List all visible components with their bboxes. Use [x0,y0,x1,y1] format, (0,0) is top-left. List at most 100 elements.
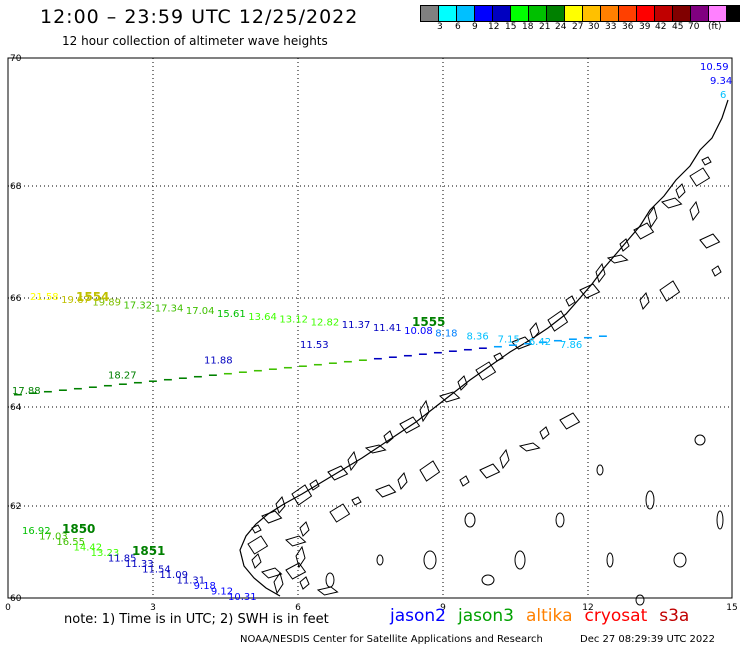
x-tick-label: 6 [295,603,301,613]
track-overlap-glyph: ▁ [163,370,172,381]
y-tick-label: 66 [10,294,22,304]
legend-label: 18 [522,22,534,32]
inland-lake [673,552,687,568]
wave-height-reading: 9.18 [194,581,216,592]
inland-lake [596,464,604,476]
track-overlap-glyph: ▁ [328,354,337,365]
track-overlap-glyph: ▁ [448,342,457,353]
track-overlap-glyph: ▁ [58,381,67,392]
legend-swatch [726,5,740,22]
legend-label: 6 [455,22,461,32]
legend-label: 12 [488,22,500,32]
coast-island [364,444,387,454]
coast-island [459,475,470,487]
track-overlap-glyph: ▁ [268,360,277,371]
coast-island [316,586,339,596]
track-overlap-glyph: ▁ [358,351,367,362]
inland-lake [635,594,645,606]
track-overlap-glyph: ▁ [238,363,247,374]
legend-label: 21 [539,22,551,32]
track-overlap-glyph: ▁ [583,328,592,339]
wave-height-reading: 11.88 [204,355,233,366]
footer-note: note: 1) Time is in UTC; 2) SWH is in fe… [64,612,329,627]
track-time-label: 1555 [412,315,445,329]
y-tick-label: 60 [10,594,22,604]
coast-island [511,336,533,350]
legend-label: 36 [622,22,634,32]
x-tick-label: 3 [150,603,156,613]
coast-island [661,197,683,209]
wave-height-reading: 12.82 [311,317,340,328]
coast-island [479,463,501,479]
track-overlap-glyph: ▁ [13,385,22,396]
wave-height-reading: 9.34 [710,76,732,87]
track-overlap-glyph: ▁ [553,331,562,342]
track-overlap-glyph: ▁ [313,355,322,366]
wave-height-reading: 11.85 [108,554,137,565]
wave-height-reading: 11.31 [177,576,206,587]
x-tick-label: 15 [726,603,737,613]
coast-island [711,265,722,277]
color-legend [420,5,740,22]
inland-lake [606,552,614,568]
coast-island [299,521,310,537]
coast-island [647,205,658,229]
wave-height-reading: 7.15 [498,334,520,345]
track-overlap-glyph: ▁ [598,327,607,338]
y-tick-label: 64 [10,403,22,413]
wave-height-reading: 15.61 [217,309,246,320]
track-time-label: 1851 [132,544,165,558]
wave-height-reading: 19.89 [92,298,121,309]
coast-island [565,295,576,307]
wave-height-reading: 17.34 [155,303,184,314]
coast-island [285,562,307,580]
x-tick-label: 0 [5,603,11,613]
legend-label: 70 [688,22,700,32]
wave-height-reading: 11.09 [159,570,188,581]
legend-label: 33 [605,22,617,32]
track-time-label: 1554 [76,290,109,304]
inland-lake [423,550,437,570]
wave-height-reading: 8.36 [466,332,488,343]
wave-height-reading: 17.04 [186,306,215,317]
coast-island [457,375,468,391]
inland-lake [325,572,335,588]
track-overlap-glyph: ▁ [118,375,127,386]
y-tick-label: 62 [10,502,21,512]
track-overlap-glyph: ▁ [493,337,502,348]
coast-island [539,426,550,440]
wave-height-reading: 6.42 [529,337,551,348]
coast-island [439,391,461,403]
coast-island [383,430,394,444]
track-time-label: 1850 [62,522,95,536]
track-overlap-glyph: ▁ [208,366,217,377]
wave-height-reading: 8.18 [435,329,457,340]
coast-island [639,292,650,310]
wave-height-reading: 10.31 [228,592,257,603]
coast-island [275,496,286,514]
track-overlap-glyph: ▁ [43,382,52,393]
coast-island [493,352,504,362]
coast-island [261,567,283,579]
coast-island [689,200,700,222]
generated-timestamp: Dec 27 08:29:39 UTC 2022 [580,634,715,645]
legend-label: 27 [572,22,584,32]
coast-island [606,254,629,264]
wave-height-reading: 16.92 [22,526,51,537]
x-tick-label: 12 [582,603,593,613]
satellite-altika: altika [526,606,573,626]
wave-height-reading: 16.55 [56,537,85,548]
wave-height-reading: 11.37 [342,320,371,331]
wave-height-reading: 17.32 [124,300,153,311]
inland-lake [645,490,655,510]
track-overlap-glyph: ▁ [418,345,427,356]
coast-island [309,479,320,491]
coast-island [699,233,721,249]
wave-height-reading: 10.08 [404,326,433,337]
track-overlap-glyph: ▁ [133,373,142,384]
wave-height-reading: 19.67 [61,295,90,306]
track-overlap-glyph: ▁ [373,349,382,360]
coast-island [251,553,262,569]
wave-height-reading: 17.88 [12,386,41,397]
